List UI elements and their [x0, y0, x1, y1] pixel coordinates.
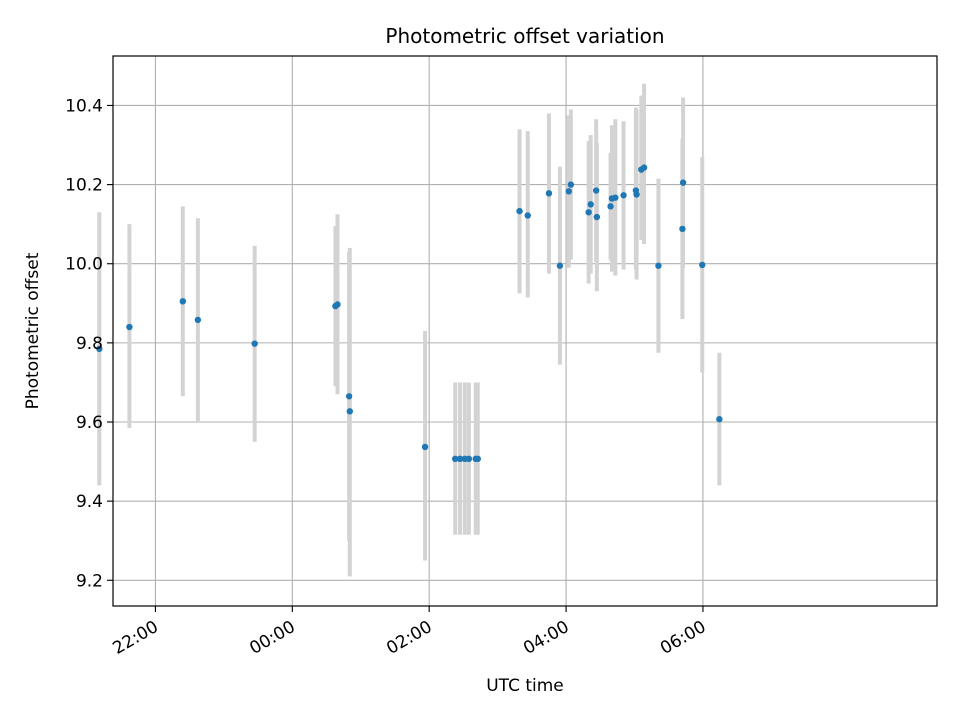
x-axis-label: UTC time — [486, 676, 564, 696]
data-point — [126, 323, 133, 331]
data-point — [545, 190, 553, 197]
data-point — [679, 179, 687, 186]
data-point — [655, 262, 662, 269]
data-point — [716, 416, 723, 423]
data-point — [474, 455, 481, 463]
data-point — [593, 213, 601, 221]
data-point — [592, 187, 600, 194]
data-point — [179, 298, 187, 305]
y-tick-label: 10.2 — [65, 176, 103, 196]
data-point — [612, 194, 619, 201]
data-point — [633, 191, 640, 198]
data-points — [96, 164, 723, 463]
data-point — [699, 261, 706, 269]
data-point — [465, 455, 473, 463]
data-point — [345, 393, 353, 400]
y-tick-label: 9.4 — [76, 492, 103, 512]
y-tick-label: 10.4 — [65, 96, 103, 116]
data-point — [334, 301, 341, 308]
data-point — [587, 201, 594, 208]
y-tick-label: 10.0 — [65, 255, 103, 275]
grid — [113, 56, 937, 606]
data-point — [451, 455, 459, 463]
data-point — [640, 164, 648, 171]
data-point — [585, 209, 592, 216]
data-point — [96, 345, 103, 353]
y-axis-label: Photometric offset — [23, 252, 43, 409]
y-tick-label: 9.6 — [76, 413, 103, 433]
data-point — [679, 225, 686, 233]
data-point — [251, 340, 258, 347]
y-tick-label: 9.8 — [76, 334, 103, 354]
y-tick-label: 9.2 — [76, 571, 103, 591]
data-point — [421, 443, 429, 451]
chart-title: Photometric offset variation — [385, 24, 664, 48]
data-point — [456, 455, 464, 463]
data-point — [607, 203, 614, 210]
data-point — [556, 262, 564, 269]
data-point — [567, 181, 575, 188]
data-point — [620, 192, 627, 199]
plot-frame — [112, 55, 938, 607]
data-point — [565, 188, 573, 195]
data-point — [346, 408, 353, 415]
data-point — [516, 207, 523, 215]
data-point — [524, 212, 531, 219]
data-point — [194, 316, 202, 324]
y-axis-ticks: 9.2 9.4 9.6 9.8 10.0 10.2 10.4 — [65, 96, 113, 591]
